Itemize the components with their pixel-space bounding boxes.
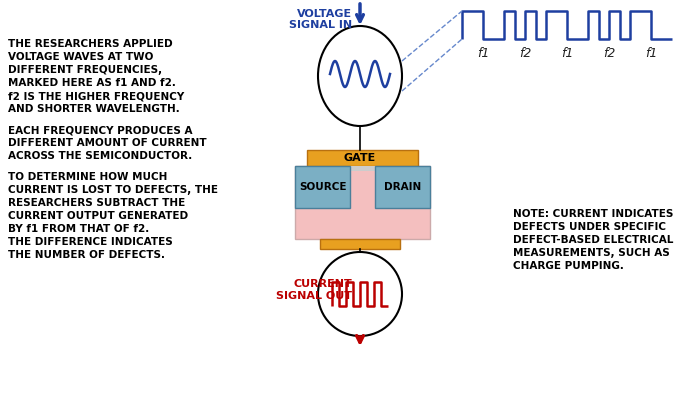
- Text: MARKED HERE AS f1 AND f2.: MARKED HERE AS f1 AND f2.: [8, 78, 176, 88]
- Text: GATE: GATE: [344, 153, 376, 163]
- Text: f1: f1: [645, 47, 657, 60]
- Text: DEFECTS UNDER SPECIFIC: DEFECTS UNDER SPECIFIC: [513, 222, 666, 232]
- Text: CURRENT: CURRENT: [293, 279, 352, 289]
- Bar: [375, 166, 430, 208]
- Bar: [307, 166, 418, 171]
- Text: DIFFERENT AMOUNT OF CURRENT: DIFFERENT AMOUNT OF CURRENT: [8, 138, 206, 148]
- Bar: [295, 166, 430, 239]
- Bar: [320, 239, 400, 249]
- Text: DEFECT-BASED ELECTRICAL: DEFECT-BASED ELECTRICAL: [513, 235, 673, 245]
- Text: DIFFERENT FREQUENCIES,: DIFFERENT FREQUENCIES,: [8, 65, 162, 75]
- Text: VOLTAGE WAVES AT TWO: VOLTAGE WAVES AT TWO: [8, 52, 153, 62]
- Bar: [307, 150, 418, 166]
- Text: f2: f2: [603, 47, 615, 60]
- Text: THE NUMBER OF DEFECTS.: THE NUMBER OF DEFECTS.: [8, 250, 165, 260]
- Text: CURRENT OUTPUT GENERATED: CURRENT OUTPUT GENERATED: [8, 211, 188, 221]
- Text: AND SHORTER WAVELENGTH.: AND SHORTER WAVELENGTH.: [8, 104, 180, 114]
- Text: CURRENT IS LOST TO DEFECTS, THE: CURRENT IS LOST TO DEFECTS, THE: [8, 185, 218, 195]
- Text: SOURCE: SOURCE: [299, 182, 346, 192]
- Text: THE RESEARCHERS APPLIED: THE RESEARCHERS APPLIED: [8, 39, 173, 49]
- Text: f1: f1: [561, 47, 573, 60]
- Text: TO DETERMINE HOW MUCH: TO DETERMINE HOW MUCH: [8, 172, 167, 182]
- Text: THE DIFFERENCE INDICATES: THE DIFFERENCE INDICATES: [8, 237, 173, 247]
- Text: RESEARCHERS SUBTRACT THE: RESEARCHERS SUBTRACT THE: [8, 198, 186, 208]
- Text: f1: f1: [477, 47, 489, 60]
- Text: DRAIN: DRAIN: [384, 182, 421, 192]
- Text: BY f1 FROM THAT OF f2.: BY f1 FROM THAT OF f2.: [8, 224, 149, 234]
- Text: CHARGE PUMPING.: CHARGE PUMPING.: [513, 261, 624, 271]
- Text: MEASUREMENTS, SUCH AS: MEASUREMENTS, SUCH AS: [513, 248, 670, 258]
- Text: SIGNAL OUT: SIGNAL OUT: [276, 291, 352, 301]
- Text: EACH FREQUENCY PRODUCES A: EACH FREQUENCY PRODUCES A: [8, 125, 192, 135]
- Text: SIGNAL IN: SIGNAL IN: [289, 20, 352, 30]
- Text: VOLTAGE: VOLTAGE: [297, 9, 352, 19]
- Text: f2 IS THE HIGHER FREQUENCY: f2 IS THE HIGHER FREQUENCY: [8, 91, 184, 101]
- Bar: [295, 166, 350, 208]
- Text: ACROSS THE SEMICONDUCTOR.: ACROSS THE SEMICONDUCTOR.: [8, 151, 192, 161]
- Text: NOTE: CURRENT INDICATES: NOTE: CURRENT INDICATES: [513, 209, 673, 219]
- Text: f2: f2: [519, 47, 531, 60]
